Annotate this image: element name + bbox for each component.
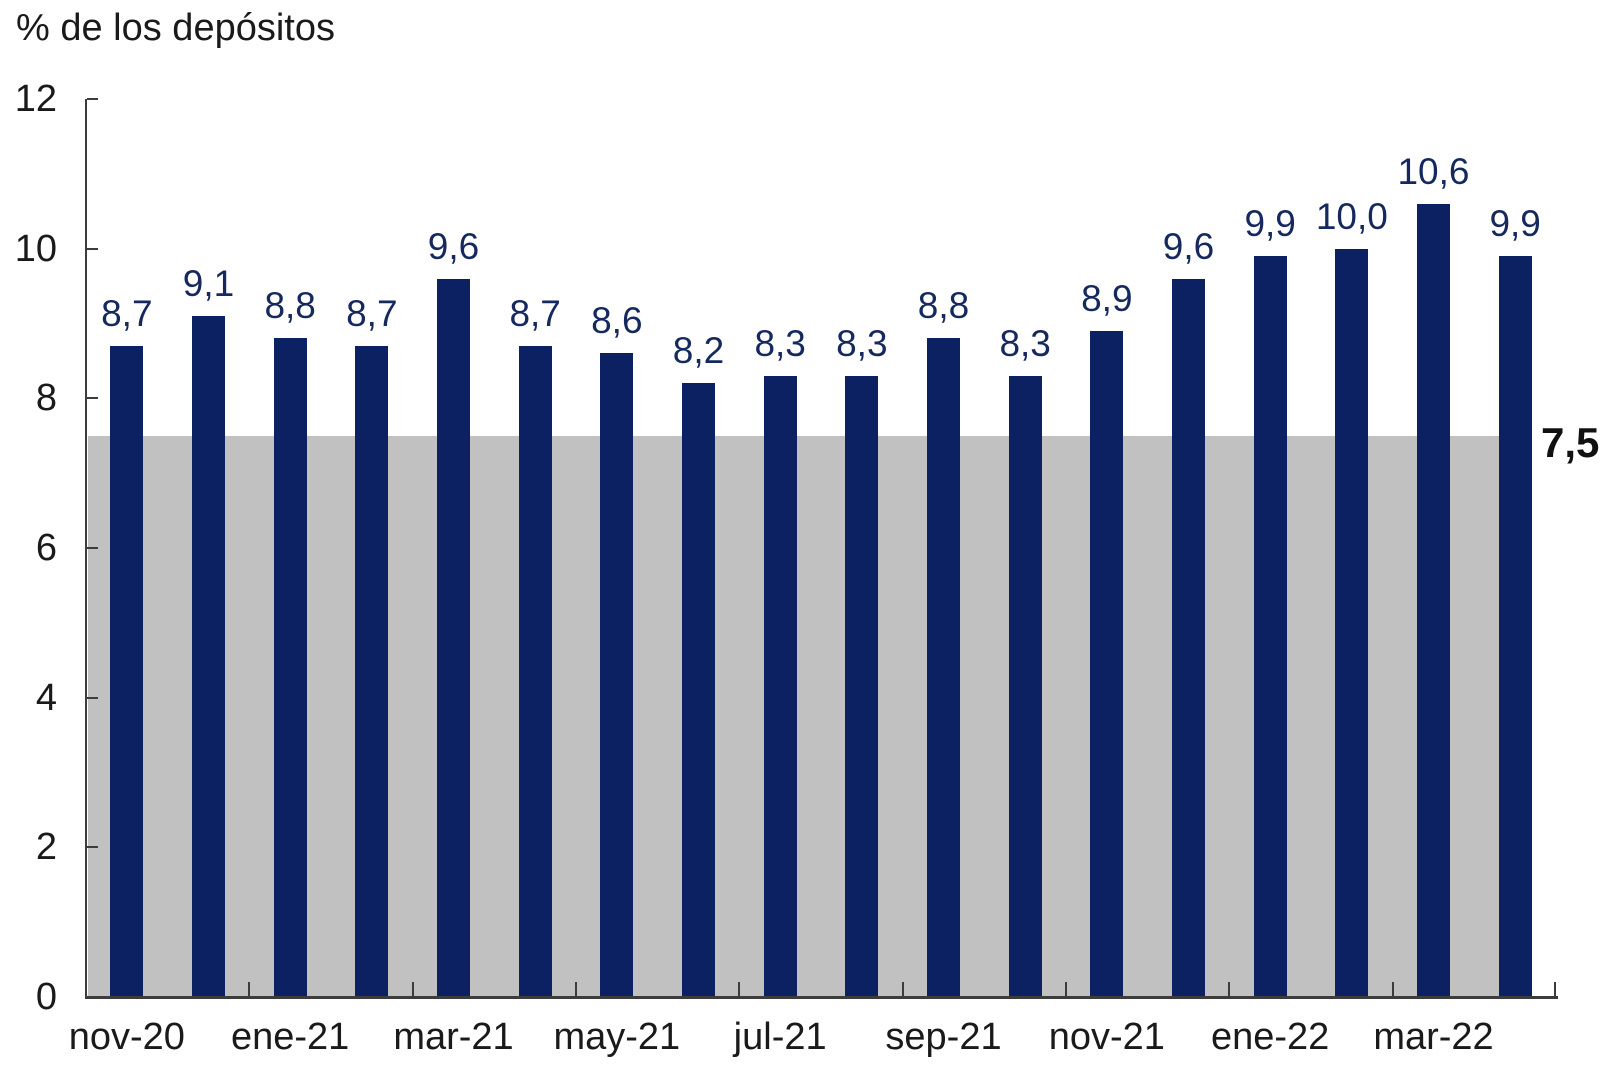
x-axis-tick-label: may-21 xyxy=(553,1016,681,1058)
x-axis-tick-label: nov-20 xyxy=(68,1016,185,1058)
bar xyxy=(1498,256,1532,996)
bar xyxy=(110,345,144,996)
bar xyxy=(927,338,960,996)
bar-value-label: 9,1 xyxy=(182,263,235,305)
x-axis-tick xyxy=(575,982,577,996)
y-axis-tick-label: 4 xyxy=(35,676,57,719)
reference-band xyxy=(88,435,1532,996)
bar-value-label: 8,7 xyxy=(509,292,561,334)
bar-value-label: 8,6 xyxy=(591,300,643,342)
bar-value-label: 8,3 xyxy=(836,322,888,364)
y-axis-tick-label: 8 xyxy=(35,377,57,420)
bar xyxy=(1417,203,1450,996)
bar-value-label: 8,8 xyxy=(264,285,316,327)
bar-value-label: 10,6 xyxy=(1397,150,1470,192)
bar-value-label: 8,3 xyxy=(754,322,806,364)
bar xyxy=(845,375,879,996)
chart-title: % de los depósitos xyxy=(16,7,335,49)
y-axis-tick-label: 12 xyxy=(14,78,57,120)
y-axis-tick xyxy=(87,397,98,400)
y-axis-line xyxy=(85,99,87,997)
x-axis-tick xyxy=(1228,982,1231,996)
bar xyxy=(763,375,797,996)
bar-value-label: 10,0 xyxy=(1315,195,1388,237)
bar xyxy=(1253,256,1287,996)
x-axis-tick xyxy=(1554,982,1556,996)
bar-value-label: 9,9 xyxy=(1489,203,1541,245)
x-axis-tick-label: mar-21 xyxy=(393,1016,514,1058)
reference-line-label: 7,5 xyxy=(1541,419,1600,466)
x-axis-tick-label: nov-21 xyxy=(1048,1016,1165,1058)
bar-value-label: 8,8 xyxy=(917,285,970,327)
y-axis-tick-label: 2 xyxy=(35,826,57,869)
x-axis-tick xyxy=(248,982,251,996)
y-axis-tick-label: 10 xyxy=(14,227,57,270)
y-axis-tick xyxy=(87,547,98,549)
bar xyxy=(273,338,307,996)
bar xyxy=(1008,375,1042,996)
y-axis-tick xyxy=(87,98,98,100)
x-axis-line xyxy=(85,996,1558,999)
y-axis-tick xyxy=(87,247,98,250)
bar xyxy=(1090,330,1124,996)
bar-value-label: 8,7 xyxy=(346,292,398,334)
bar xyxy=(1172,278,1205,996)
bar xyxy=(518,345,552,996)
y-axis-tick-label: 6 xyxy=(35,527,57,569)
bar xyxy=(600,353,634,996)
bar-value-label: 9,6 xyxy=(1162,225,1215,267)
bar-value-label: 9,6 xyxy=(427,225,480,267)
x-axis-tick-label: sep-21 xyxy=(885,1016,1002,1058)
bar xyxy=(437,278,470,996)
x-axis-tick-label: jul-21 xyxy=(733,1016,827,1058)
bar-value-label: 8,2 xyxy=(672,330,725,372)
x-axis-tick xyxy=(901,982,904,996)
bar-value-label: 8,9 xyxy=(1081,277,1133,319)
y-axis-tick xyxy=(87,696,98,699)
bar-value-label: 8,7 xyxy=(101,292,153,334)
bar xyxy=(682,383,715,996)
x-axis-tick xyxy=(738,982,741,996)
x-axis-tick-label: mar-22 xyxy=(1373,1016,1494,1058)
y-axis-tick-label: 0 xyxy=(35,976,57,1018)
bar xyxy=(355,345,389,996)
y-axis-tick xyxy=(87,996,98,998)
x-axis-tick xyxy=(411,982,414,996)
x-axis-tick xyxy=(1391,982,1394,996)
x-axis-tick-label: ene-22 xyxy=(1210,1016,1330,1058)
bar-value-label: 9,9 xyxy=(1244,203,1296,245)
bar-value-label: 8,3 xyxy=(999,322,1051,364)
bar xyxy=(192,316,225,996)
x-axis-tick-label: ene-21 xyxy=(230,1016,350,1058)
y-axis-tick xyxy=(87,846,98,849)
bar xyxy=(1335,248,1369,996)
x-axis-tick xyxy=(1065,982,1067,996)
